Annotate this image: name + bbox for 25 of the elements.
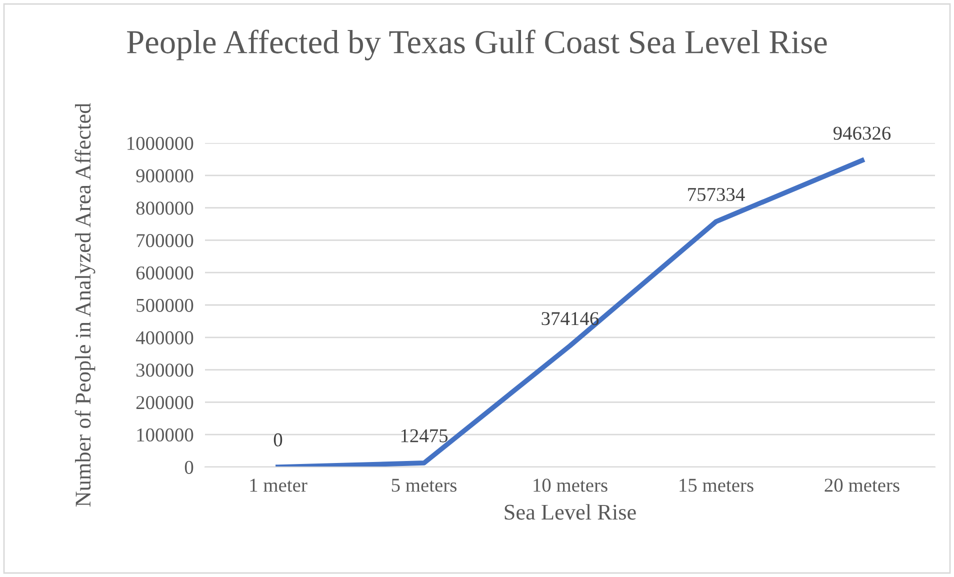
y-tick-label: 1000000 (128, 136, 194, 150)
y-tick-label: 200000 (136, 396, 194, 410)
y-tick-label: 100000 (137, 428, 194, 442)
data-label: 374146 (542, 312, 599, 326)
y-tick-label: 700000 (136, 234, 194, 248)
x-tick-label: 15 meters (680, 478, 754, 492)
y-tick-label: 800000 (136, 202, 194, 215)
y-tick-label: 0 (184, 460, 194, 474)
data-label: 946326 (833, 126, 891, 140)
x-tick-label: 5 meters (392, 478, 456, 492)
y-tick-label: 600000 (136, 266, 194, 280)
y-tick-label: 500000 (136, 298, 194, 312)
x-tick-label: 10 meters (534, 478, 608, 492)
x-tick-label: 20 meters (824, 478, 900, 492)
x-axis-title: Sea Level Rise (504, 504, 636, 520)
y-axis-title: Number of People in Analyzed Area Affected (74, 103, 96, 507)
data-label: 12475 (401, 429, 448, 442)
y-tick-label: 400000 (136, 331, 194, 344)
x-tick-label: 1 meter (250, 478, 308, 492)
y-tick-label: 300000 (136, 364, 194, 377)
data-label: 0 (274, 433, 282, 446)
data-label: 757334 (688, 188, 745, 202)
line-series (276, 158, 864, 467)
chart-title: People Affected by Texas Gulf Coast Sea Level Rise (127, 30, 827, 60)
y-tick-label: 900000 (136, 169, 194, 182)
